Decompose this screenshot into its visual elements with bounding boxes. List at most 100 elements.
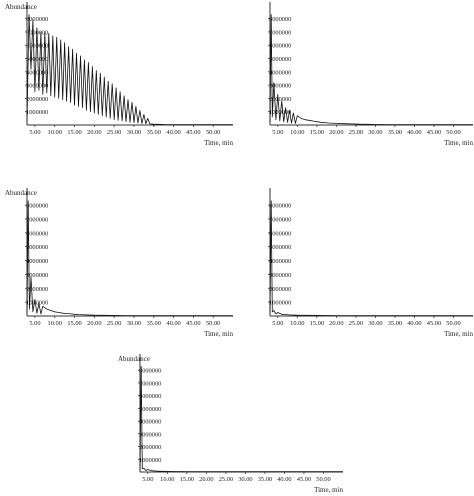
y-tick-label: 6000000 bbox=[269, 43, 291, 50]
chromatogram-trace-1 bbox=[26, 14, 233, 126]
x-tick-label: 15.00 bbox=[180, 476, 194, 483]
x-tick-label: 30.00 bbox=[127, 320, 141, 327]
chromatogram-panel-1: Abundance 1000000 2000000 3000000 4000000 500… bbox=[5, 2, 233, 147]
x-tick-label: 30.00 bbox=[127, 129, 141, 136]
y-tick-label: 3000000 bbox=[26, 272, 48, 279]
chromatogram-panel-4: 1000000 2000000 3000000 4000000 5000000 60000… bbox=[268, 188, 473, 338]
x-tick-label: 25.00 bbox=[349, 129, 363, 136]
x-tick-label: 20.00 bbox=[199, 476, 213, 483]
x-tick-label: 30.00 bbox=[368, 129, 382, 136]
y-tick-label: 1000000 bbox=[269, 300, 291, 307]
x-axis-label: Time, min bbox=[314, 486, 343, 494]
x-tick-label: 40.00 bbox=[277, 476, 291, 483]
x-tick-label: 15.00 bbox=[67, 320, 81, 327]
y-tick-label: 5000000 bbox=[269, 56, 291, 63]
x-tick-label: 45.00 bbox=[427, 320, 441, 327]
y-tick-label: 4000000 bbox=[269, 69, 291, 76]
chromatogram-trace-2 bbox=[269, 14, 473, 126]
y-tick-label: 1000000 bbox=[26, 109, 48, 116]
y-tick-label: 1000000 bbox=[26, 300, 48, 307]
y-tick-label: 5000000 bbox=[269, 244, 291, 251]
x-tick-label: 35.00 bbox=[388, 320, 402, 327]
x-tick-label: 10.00 bbox=[290, 320, 304, 327]
y-tick-label: 5000000 bbox=[26, 56, 48, 63]
y-tick-label: 8000000 bbox=[269, 16, 291, 23]
x-tick-label: 10.00 bbox=[48, 320, 62, 327]
y-tick-label: 1000000 bbox=[139, 457, 161, 464]
x-tick-label: 20.00 bbox=[329, 129, 343, 136]
chromatogram-panel-3: Abundance 1000000 2000000 3000000 4000000 500… bbox=[5, 188, 233, 338]
x-tick-label: 40.00 bbox=[407, 129, 421, 136]
x-tick-label: 35.00 bbox=[147, 320, 161, 327]
y-tick-label: 2000000 bbox=[269, 286, 291, 293]
x-tick-label: 10.00 bbox=[48, 129, 62, 136]
y-tick-label: 4000000 bbox=[26, 258, 48, 265]
y-tick-label: 6000000 bbox=[139, 393, 161, 400]
chromatogram-trace-3 bbox=[26, 200, 233, 317]
y-tick-label: 6000000 bbox=[269, 230, 291, 237]
x-tick-label: 5.00 bbox=[29, 320, 40, 327]
x-tick-label: 25.00 bbox=[219, 476, 233, 483]
x-tick-label: 40.00 bbox=[407, 320, 421, 327]
x-axis-label: Time, min bbox=[444, 330, 473, 338]
y-tick-label: 3000000 bbox=[269, 272, 291, 279]
x-tick-label: 50.00 bbox=[446, 129, 460, 136]
chromatogram-panel-2: 1000000 2000000 3000000 4000000 5000000 60000… bbox=[268, 2, 473, 147]
y-tick-label: 8000000 bbox=[139, 368, 161, 375]
y-tick-label: 7000000 bbox=[269, 29, 291, 36]
y-tick-label: 6000000 bbox=[26, 230, 48, 237]
chromatogram-trace-5 bbox=[139, 365, 343, 473]
x-axis-label: Time, min bbox=[204, 330, 233, 338]
x-tick-label: 40.00 bbox=[166, 320, 180, 327]
y-tick-label: 7000000 bbox=[139, 380, 161, 387]
x-tick-label: 50.00 bbox=[206, 129, 220, 136]
y-tick-label: 5000000 bbox=[26, 244, 48, 251]
y-tick-label: 3000000 bbox=[269, 83, 291, 90]
x-tick-label: 5.00 bbox=[272, 320, 283, 327]
x-tick-label: 45.00 bbox=[297, 476, 311, 483]
x-tick-label: 35.00 bbox=[147, 129, 161, 136]
y-axis-label: Abundance bbox=[5, 3, 37, 11]
x-axis-label: Time, min bbox=[444, 139, 473, 147]
y-tick-label: 7000000 bbox=[26, 216, 48, 223]
y-tick-label: 3000000 bbox=[26, 83, 48, 90]
x-tick-label: 10.00 bbox=[290, 129, 304, 136]
y-tick-label: 1000000 bbox=[269, 109, 291, 116]
y-tick-label: 3000000 bbox=[139, 431, 161, 438]
x-tick-label: 20.00 bbox=[87, 129, 101, 136]
x-tick-label: 50.00 bbox=[206, 320, 220, 327]
y-tick-label: 2000000 bbox=[26, 286, 48, 293]
x-tick-label: 20.00 bbox=[329, 320, 343, 327]
y-tick-label: 5000000 bbox=[139, 406, 161, 413]
x-tick-label: 25.00 bbox=[107, 320, 121, 327]
y-tick-label: 7000000 bbox=[269, 216, 291, 223]
x-tick-label: 40.00 bbox=[166, 129, 180, 136]
y-tick-label: 2000000 bbox=[26, 96, 48, 103]
x-tick-label: 45.00 bbox=[427, 129, 441, 136]
y-tick-label: 4000000 bbox=[269, 258, 291, 265]
x-tick-label: 30.00 bbox=[238, 476, 252, 483]
x-tick-label: 45.00 bbox=[186, 129, 200, 136]
x-tick-label: 35.00 bbox=[258, 476, 272, 483]
x-tick-label: 15.00 bbox=[310, 129, 324, 136]
y-tick-label: 4000000 bbox=[26, 69, 48, 76]
x-tick-label: 15.00 bbox=[310, 320, 324, 327]
y-tick-label: 8000000 bbox=[26, 203, 48, 210]
x-tick-label: 5.00 bbox=[29, 129, 40, 136]
chromatogram-panel-5: Abundance 1000000 2000000 3000000 4000000 500… bbox=[118, 354, 343, 494]
x-tick-label: 25.00 bbox=[107, 129, 121, 136]
x-tick-label: 10.00 bbox=[160, 476, 174, 483]
chromatogram-trace-4 bbox=[269, 200, 473, 317]
x-tick-label: 45.00 bbox=[186, 320, 200, 327]
y-axis-label: Abundance bbox=[118, 355, 150, 363]
x-tick-label: 5.00 bbox=[272, 129, 283, 136]
y-tick-label: 4000000 bbox=[139, 419, 161, 426]
x-tick-label: 50.00 bbox=[446, 320, 460, 327]
x-tick-label: 15.00 bbox=[67, 129, 81, 136]
x-axis-label: Time, min bbox=[204, 139, 233, 147]
x-tick-label: 25.00 bbox=[349, 320, 363, 327]
x-tick-label: 20.00 bbox=[87, 320, 101, 327]
y-tick-label: 2000000 bbox=[269, 96, 291, 103]
y-tick-label: 8000000 bbox=[269, 203, 291, 210]
